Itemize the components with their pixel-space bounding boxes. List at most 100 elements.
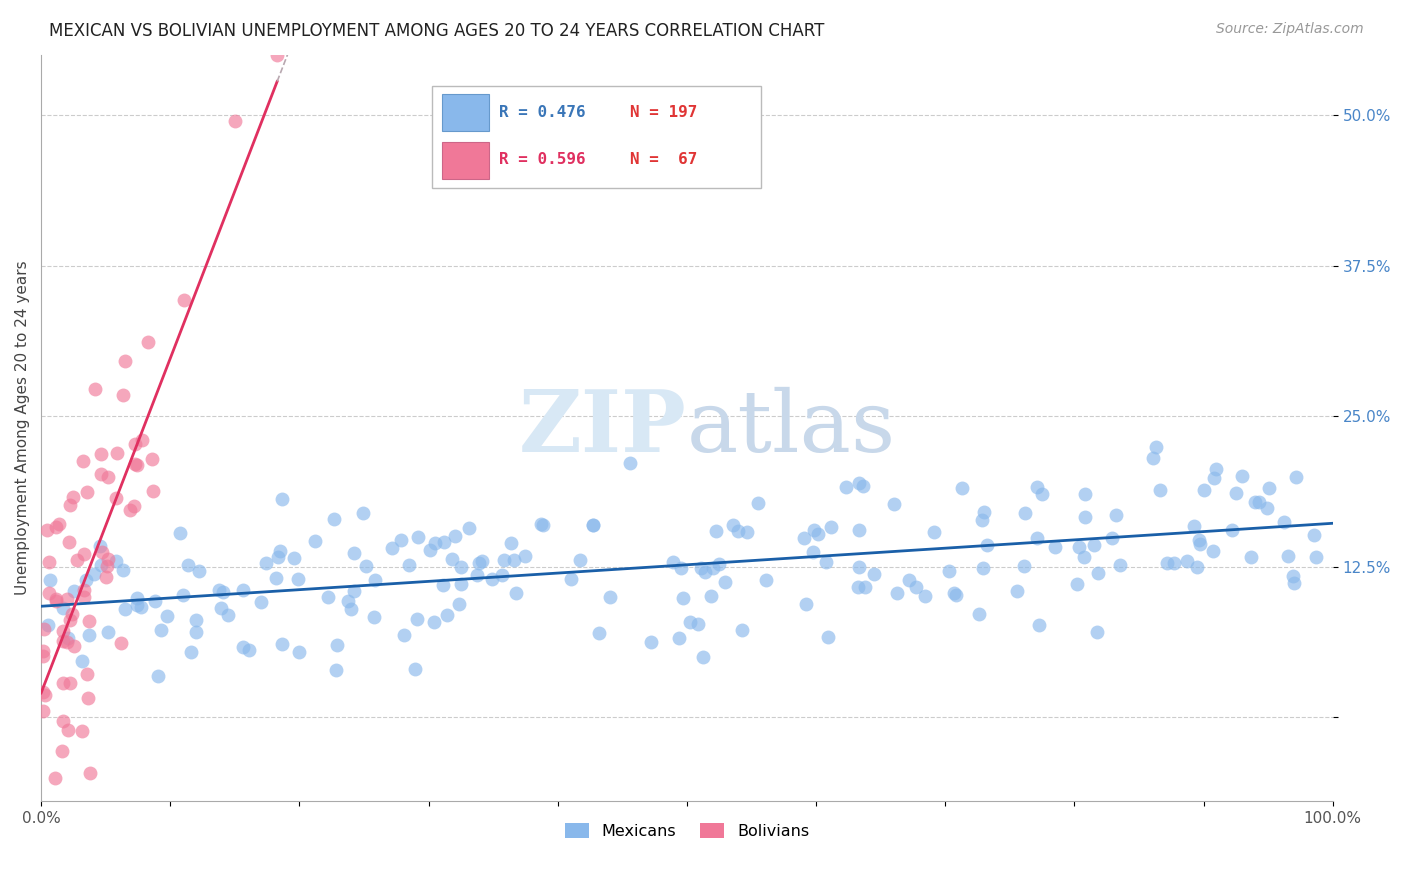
Point xyxy=(499,535,522,549)
Point xyxy=(1105,508,1128,523)
Point xyxy=(56,631,79,645)
Point xyxy=(34,623,56,637)
Point xyxy=(806,527,828,541)
Point xyxy=(31,704,53,718)
Point xyxy=(56,634,79,648)
Point xyxy=(31,685,53,699)
Point xyxy=(747,496,769,510)
Point xyxy=(34,688,56,702)
Point xyxy=(513,549,536,563)
Point xyxy=(63,640,86,654)
Point xyxy=(76,485,98,500)
Point xyxy=(1074,487,1097,501)
Point xyxy=(267,549,290,564)
Point xyxy=(48,516,70,531)
Point xyxy=(63,584,86,599)
Point xyxy=(669,561,692,575)
Point xyxy=(232,583,254,598)
Point xyxy=(700,589,723,603)
Point xyxy=(142,483,165,498)
Point xyxy=(176,558,198,572)
Point xyxy=(180,645,202,659)
Point xyxy=(853,580,876,594)
Point xyxy=(731,623,754,637)
Point xyxy=(56,723,79,738)
Point xyxy=(1205,462,1227,476)
Point xyxy=(1074,509,1097,524)
Point xyxy=(404,662,426,676)
Point xyxy=(569,553,592,567)
Point xyxy=(471,553,494,567)
Point xyxy=(1026,532,1049,546)
Point xyxy=(55,806,77,821)
Point xyxy=(465,568,488,582)
Point xyxy=(1085,624,1108,639)
Point xyxy=(1303,528,1326,542)
Point xyxy=(90,558,112,573)
Point xyxy=(97,469,120,483)
Point xyxy=(967,607,990,622)
Point xyxy=(51,601,73,615)
Point xyxy=(950,481,973,495)
Point xyxy=(450,559,472,574)
Point xyxy=(1083,538,1105,552)
Point xyxy=(973,505,995,519)
Point xyxy=(905,580,928,594)
Point xyxy=(271,637,294,651)
Point xyxy=(1026,480,1049,494)
Point xyxy=(76,666,98,681)
Point xyxy=(530,517,553,532)
Point xyxy=(52,676,75,690)
Point xyxy=(55,592,77,607)
Point xyxy=(447,597,470,611)
Point xyxy=(316,590,339,604)
Point xyxy=(820,520,842,534)
Point xyxy=(846,580,869,594)
Point xyxy=(423,615,446,629)
Point xyxy=(1101,531,1123,545)
Point xyxy=(59,498,82,512)
Point xyxy=(848,523,870,537)
Point xyxy=(77,628,100,642)
Point xyxy=(1149,483,1171,497)
Point xyxy=(141,452,163,467)
Point xyxy=(702,561,724,575)
Point xyxy=(1045,540,1067,554)
Point xyxy=(60,607,83,621)
Point xyxy=(65,553,87,567)
Point xyxy=(1220,523,1243,537)
Point xyxy=(1144,440,1167,454)
Point xyxy=(62,491,84,505)
Point xyxy=(322,512,344,526)
Point xyxy=(883,497,905,511)
Point xyxy=(363,610,385,624)
Point xyxy=(423,536,446,550)
Point xyxy=(269,544,291,558)
Point xyxy=(156,608,179,623)
Point xyxy=(1185,560,1208,574)
Point xyxy=(406,612,429,626)
Point xyxy=(232,640,254,655)
Point xyxy=(1028,617,1050,632)
Point xyxy=(848,476,870,491)
Point xyxy=(1305,550,1327,565)
Point xyxy=(114,353,136,368)
Text: ZIP: ZIP xyxy=(519,386,688,470)
Point xyxy=(852,479,875,493)
Point xyxy=(145,594,167,608)
Point xyxy=(59,613,82,627)
Point xyxy=(972,561,994,575)
Point xyxy=(44,772,66,786)
Point xyxy=(686,616,709,631)
Point xyxy=(342,584,364,599)
Point xyxy=(224,114,246,128)
Point xyxy=(70,723,93,738)
Point xyxy=(1285,470,1308,484)
Point xyxy=(1031,487,1053,501)
Point xyxy=(364,573,387,587)
Point xyxy=(1282,569,1305,583)
Point xyxy=(943,586,966,600)
Point xyxy=(1187,533,1209,547)
Point xyxy=(389,533,412,548)
Point xyxy=(124,457,146,471)
